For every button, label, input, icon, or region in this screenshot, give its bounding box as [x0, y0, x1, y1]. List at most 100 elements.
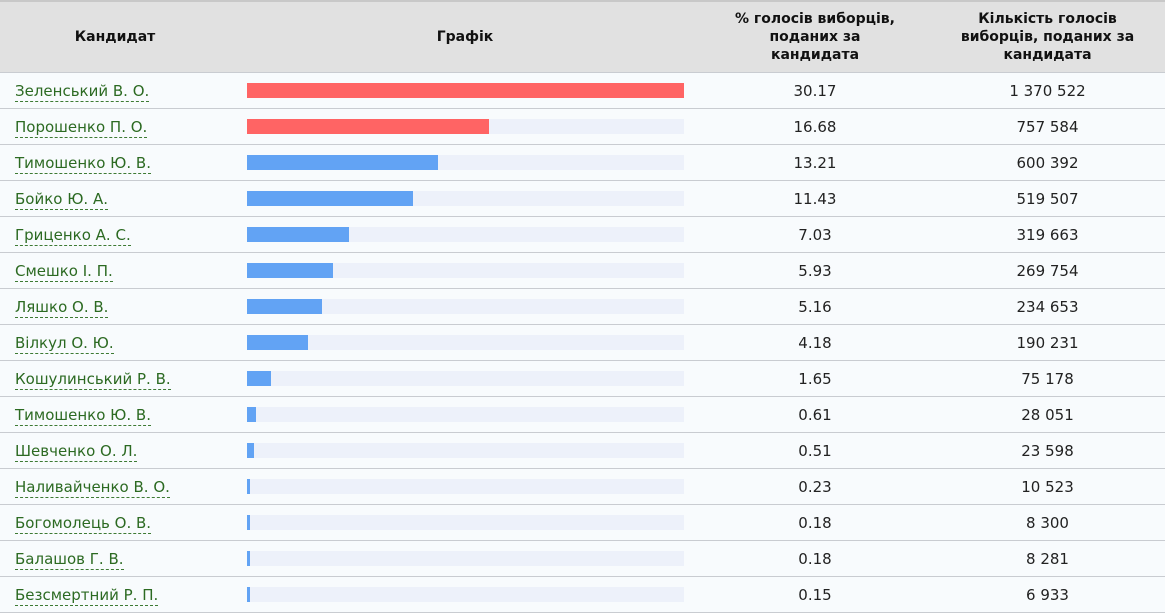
candidate-cell: Кошулинський Р. В.	[0, 361, 230, 397]
bar-fill	[247, 299, 322, 314]
chart-cell	[230, 73, 700, 109]
chart-cell	[230, 145, 700, 181]
bar-track	[247, 371, 684, 386]
chart-cell	[230, 577, 700, 613]
candidate-cell: Ляшко О. В.	[0, 289, 230, 325]
candidate-link[interactable]: Тимошенко Ю. В.	[15, 153, 151, 174]
percent-cell: 0.18	[798, 513, 832, 532]
chart-cell	[230, 109, 700, 145]
candidate-link[interactable]: Порошенко П. О.	[15, 117, 148, 138]
percent-cell: 16.68	[793, 117, 837, 136]
candidate-link[interactable]: Безсмертний Р. П.	[15, 585, 159, 606]
table-row: Порошенко П. О. 16.68 757 584	[0, 108, 1165, 145]
table-row: Шевченко О. Л. 0.51 23 598	[0, 432, 1165, 469]
bar-track	[247, 155, 684, 170]
percent-cell: 5.16	[798, 297, 832, 316]
candidate-link[interactable]: Богомолець О. В.	[15, 513, 152, 534]
candidate-link[interactable]: Зеленський В. О.	[15, 81, 150, 102]
bar-track	[247, 551, 684, 566]
chart-cell	[230, 181, 700, 217]
candidate-cell: Наливайченко В. О.	[0, 469, 230, 505]
chart-cell	[230, 397, 700, 433]
percent-cell: 1.65	[798, 369, 832, 388]
votes-cell: 190 231	[1016, 333, 1079, 352]
table-row: Зеленський В. О. 30.17 1 370 522	[0, 72, 1165, 109]
candidate-link[interactable]: Шевченко О. Л.	[15, 441, 138, 462]
bar-track	[247, 443, 684, 458]
percent-cell: 0.51	[798, 441, 832, 460]
votes-cell: 319 663	[1016, 225, 1079, 244]
table-row: Богомолець О. В. 0.18 8 300	[0, 504, 1165, 541]
candidate-link[interactable]: Наливайченко В. О.	[15, 477, 170, 498]
candidate-cell: Балашов Г. В.	[0, 541, 230, 577]
table-row: Гриценко А. С. 7.03 319 663	[0, 216, 1165, 253]
header-chart: Графік	[436, 29, 494, 45]
header-votes-line: Кількість голосів	[978, 11, 1117, 27]
bar-fill	[247, 371, 271, 386]
bar-fill	[247, 335, 308, 350]
bar-fill	[247, 407, 256, 422]
table-row: Вілкул О. Ю. 4.18 190 231	[0, 324, 1165, 361]
percent-cell: 0.23	[798, 477, 832, 496]
votes-cell: 23 598	[1021, 441, 1074, 460]
header-votes-line: кандидата	[1003, 47, 1092, 63]
chart-cell	[230, 469, 700, 505]
table-row: Тимошенко Ю. В. 0.61 28 051	[0, 396, 1165, 433]
candidate-cell: Тимошенко Ю. В.	[0, 397, 230, 433]
percent-cell: 0.15	[798, 585, 832, 604]
votes-cell: 519 507	[1016, 189, 1079, 208]
percent-cell: 11.43	[793, 189, 837, 208]
percent-cell: 0.18	[798, 549, 832, 568]
candidate-cell: Гриценко А. С.	[0, 217, 230, 253]
percent-cell: 5.93	[798, 261, 832, 280]
bar-fill	[247, 119, 489, 134]
candidate-cell: Безсмертний Р. П.	[0, 577, 230, 613]
header-percent-line: % голосів виборців,	[735, 11, 895, 27]
bar-track	[247, 263, 684, 278]
bar-track	[247, 479, 684, 494]
bar-fill	[247, 155, 438, 170]
percent-cell: 30.17	[793, 81, 837, 100]
votes-cell: 8 281	[1026, 549, 1069, 568]
chart-cell	[230, 253, 700, 289]
candidate-link[interactable]: Вілкул О. Ю.	[15, 333, 114, 354]
table-row: Наливайченко В. О. 0.23 10 523	[0, 468, 1165, 505]
bar-fill	[247, 587, 250, 602]
candidate-link[interactable]: Кошулинський Р. В.	[15, 369, 171, 390]
candidate-link[interactable]: Балашов Г. В.	[15, 549, 124, 570]
candidate-cell: Порошенко П. О.	[0, 109, 230, 145]
table-row: Безсмертний Р. П. 0.15 6 933	[0, 576, 1165, 613]
candidate-cell: Шевченко О. Л.	[0, 433, 230, 469]
candidate-link[interactable]: Бойко Ю. А.	[15, 189, 108, 210]
table-row: Кошулинський Р. В. 1.65 75 178	[0, 360, 1165, 397]
votes-cell: 28 051	[1021, 405, 1074, 424]
bar-track	[247, 335, 684, 350]
candidate-link[interactable]: Гриценко А. С.	[15, 225, 131, 246]
table-row: Бойко Ю. А. 11.43 519 507	[0, 180, 1165, 217]
candidate-link[interactable]: Смешко І. П.	[15, 261, 113, 282]
chart-cell	[230, 541, 700, 577]
votes-cell: 757 584	[1016, 117, 1079, 136]
bar-fill	[247, 479, 250, 494]
percent-cell: 7.03	[798, 225, 832, 244]
bar-fill	[247, 191, 413, 206]
votes-cell: 234 653	[1016, 297, 1079, 316]
candidate-cell: Зеленський В. О.	[0, 73, 230, 109]
header-percent-line: кандидата	[770, 47, 860, 63]
chart-cell	[230, 289, 700, 325]
header-percent: % голосів виборців, поданих за кандидата	[700, 1, 930, 73]
votes-cell: 6 933	[1026, 585, 1069, 604]
table-header: Кандидат Графік % голосів виборців, пода…	[0, 1, 1165, 73]
bar-fill	[247, 263, 333, 278]
candidate-link[interactable]: Ляшко О. В.	[15, 297, 109, 318]
table-row: Балашов Г. В. 0.18 8 281	[0, 540, 1165, 577]
percent-cell: 4.18	[798, 333, 832, 352]
table-row: Ляшко О. В. 5.16 234 653	[0, 288, 1165, 325]
header-percent-line: поданих за	[769, 29, 861, 45]
bar-fill	[247, 443, 254, 458]
bar-track	[247, 299, 684, 314]
bar-track	[247, 587, 684, 602]
table-row: Тимошенко Ю. В. 13.21 600 392	[0, 144, 1165, 181]
candidate-link[interactable]: Тимошенко Ю. В.	[15, 405, 151, 426]
